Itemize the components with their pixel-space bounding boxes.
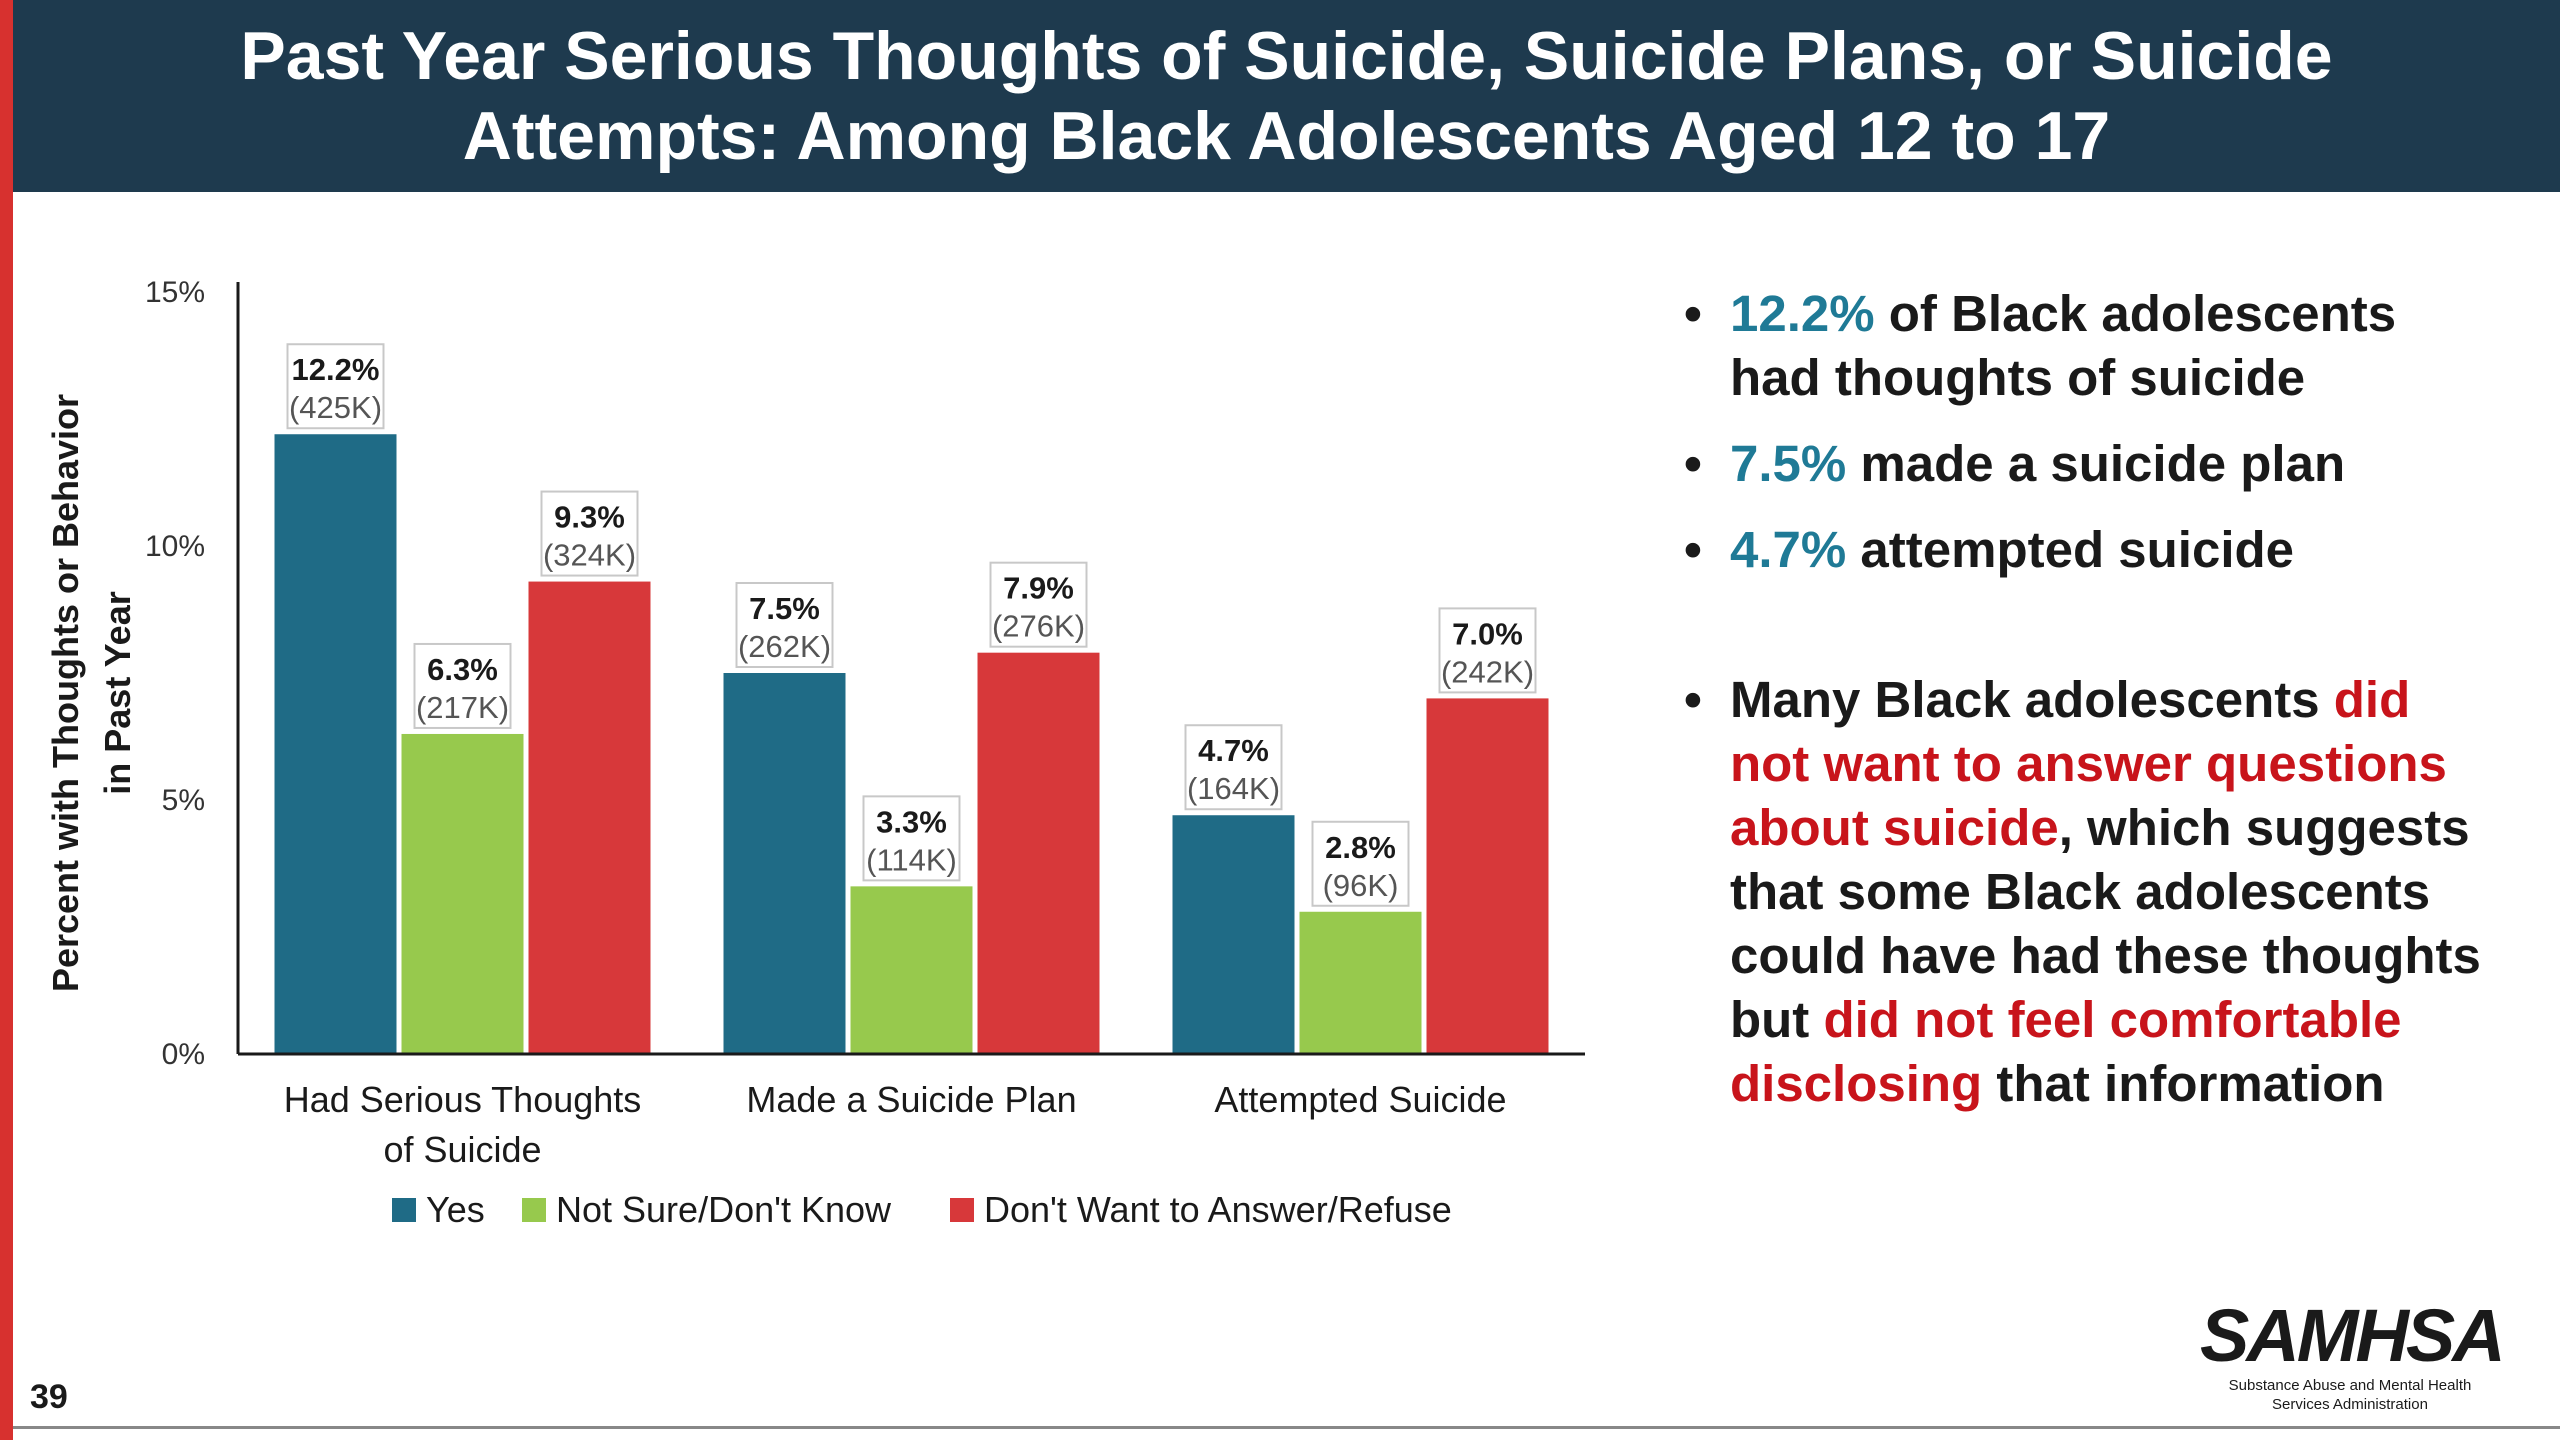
key-findings-list: 12.2% of Black adolescents had thoughts … <box>1680 282 2500 1116</box>
bar <box>1172 815 1295 1054</box>
data-label-count: (262K) <box>738 629 831 664</box>
data-label-box <box>286 343 385 430</box>
data-label-count: (114K) <box>866 842 957 877</box>
data-label-box <box>540 490 639 577</box>
slide-number: 39 <box>30 1378 68 1416</box>
bar <box>528 581 651 1054</box>
data-label-percent: 9.3% <box>554 500 625 535</box>
bullet-highlight: 4.7% <box>1730 521 1847 578</box>
data-label-percent: 7.0% <box>1452 616 1523 651</box>
legend-label: Don't Want to Answer/Refuse <box>984 1189 1452 1230</box>
bar <box>401 733 524 1054</box>
y-axis: 0% 5% 10% 15% Percent with Thoughts or Behav… <box>45 276 240 1071</box>
data-label-box <box>862 795 961 882</box>
data-label-count: (164K) <box>1187 771 1280 806</box>
bullet-thoughts: 12.2% of Black adolescents had thoughts … <box>1680 282 2500 410</box>
x-axis: Had Serious Thoughts of Suicide Made a Sui… <box>238 1052 1585 1170</box>
data-label-count: (324K) <box>543 538 636 573</box>
data-label-box <box>1184 724 1283 811</box>
bullet-text: of Black adolescents had thoughts of sui… <box>1730 285 2397 406</box>
bullet-nondisclosure: Many Black adolescents did not want to a… <box>1680 668 2500 1116</box>
legend-label: Not Sure/Don't Know <box>556 1189 892 1230</box>
data-label-box <box>1438 607 1537 694</box>
y-tick-label: 10% <box>145 530 205 563</box>
logo-wordmark: SAMHSA <box>2200 1294 2506 1377</box>
data-label-percent: 7.9% <box>1003 571 1074 606</box>
bar <box>1299 911 1422 1054</box>
data-label-count: (96K) <box>1323 868 1399 903</box>
bullet-highlight: 7.5% <box>1730 435 1847 492</box>
legend-label: Yes <box>426 1189 485 1230</box>
bar <box>723 673 846 1054</box>
data-label-percent: 6.3% <box>427 652 498 687</box>
data-label-count: (242K) <box>1441 654 1534 689</box>
legend-swatch <box>950 1198 974 1222</box>
bullet-text: , which suggests that some Black adolesc… <box>1730 799 2481 1048</box>
x-tick-label: Made a Suicide Plan <box>746 1079 1076 1120</box>
data-label-percent: 2.8% <box>1325 830 1396 865</box>
bullet-text: Many Black adolescents <box>1730 671 2334 728</box>
bar <box>850 886 973 1054</box>
logo-subtitle: Substance Abuse and Mental Health Servic… <box>2200 1376 2500 1414</box>
x-tick-label: Had Serious Thoughts of Suicide <box>284 1079 642 1170</box>
y-tick-label: 0% <box>162 1038 205 1071</box>
data-label-percent: 4.7% <box>1198 733 1269 768</box>
x-tick-label: Attempted Suicide <box>1214 1079 1506 1120</box>
y-tick-label: 5% <box>162 784 205 817</box>
data-label-percent: 7.5% <box>749 591 820 626</box>
bar <box>977 652 1100 1054</box>
data-labels: 12.2%(425K) 6.3%(217K) 9.3%(324K) 7.5%(262K… <box>286 343 1537 907</box>
bullet-highlight: did not want to answer questions about s… <box>1730 671 2447 856</box>
bullet-text: attempted suicide <box>1846 521 2295 578</box>
legend-swatch <box>522 1198 546 1222</box>
data-label-count: (217K) <box>416 690 509 725</box>
samhsa-logo: SAMHSA Substance Abuse and Mental Health… <box>2200 1294 2506 1414</box>
data-label-box <box>1311 820 1410 907</box>
y-axis-title: Percent with Thoughts or Behavior in Past… <box>45 394 138 992</box>
title-bar: Past Year Serious Thoughts of Suicide, S… <box>13 0 2560 192</box>
data-label-percent: 12.2% <box>292 352 380 387</box>
legend: Yes Not Sure/Don't Know Don't Want to Answ… <box>392 1189 1452 1230</box>
bar <box>1426 698 1549 1054</box>
logo-subtitle-line: Services Administration <box>2272 1396 2428 1413</box>
data-label-percent: 3.3% <box>876 804 947 839</box>
bullet-highlight: did not feel comfortable disclosing <box>1730 991 2402 1112</box>
bar <box>274 434 397 1054</box>
data-label-count: (425K) <box>289 390 382 425</box>
y-tick-label: 15% <box>145 276 205 309</box>
bullet-attempt: 4.7% attempted suicide <box>1680 518 2500 582</box>
data-label-box <box>989 561 1088 648</box>
left-accent-stripe <box>0 0 13 1440</box>
data-label-box <box>413 642 512 729</box>
bullet-text: that information <box>1982 1055 2385 1112</box>
bullet-plan: 7.5% made a suicide plan <box>1680 432 2500 496</box>
bar-chart: 0% 5% 10% 15% Percent with Thoughts or Behav… <box>45 276 1585 1230</box>
bullet-highlight: 12.2% <box>1730 285 1875 342</box>
legend-swatch <box>392 1198 416 1222</box>
bullet-text: made a suicide plan <box>1846 435 2346 492</box>
data-label-count: (276K) <box>992 609 1085 644</box>
slide-title: Past Year Serious Thoughts of Suicide, S… <box>240 18 2333 174</box>
data-label-box <box>735 582 834 668</box>
logo-subtitle-line: Substance Abuse and Mental Health <box>2228 1377 2472 1394</box>
bottom-rule <box>13 1426 2560 1429</box>
bars <box>274 434 1549 1054</box>
